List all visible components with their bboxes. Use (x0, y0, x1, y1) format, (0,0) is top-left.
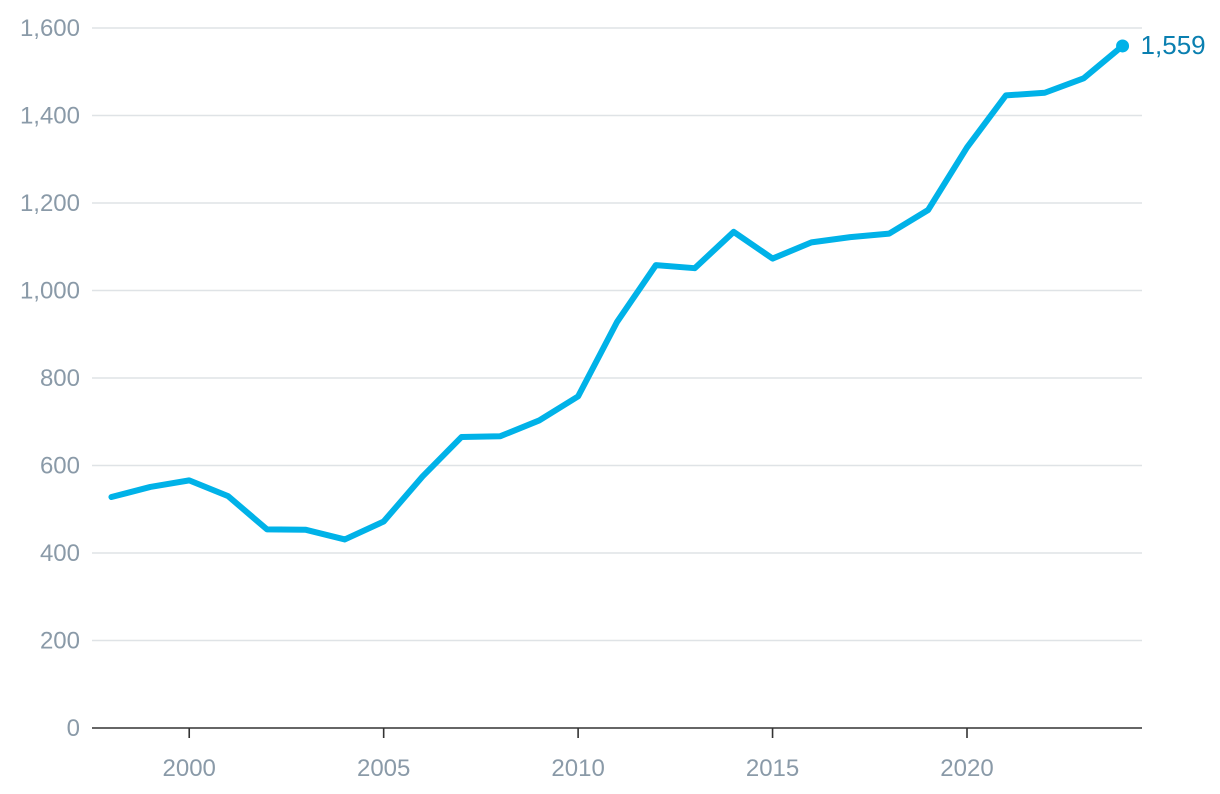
end-value-label: 1,559 (1141, 30, 1206, 60)
x-tick-label: 2005 (357, 755, 410, 782)
gridlines (92, 27, 1142, 642)
y-tick-label: 1,400 (20, 103, 80, 130)
y-tick-label: 800 (40, 365, 80, 392)
y-tick-label: 1,000 (20, 278, 80, 305)
x-tick-label: 2010 (551, 755, 604, 782)
x-tick-label: 2020 (940, 755, 993, 782)
end-point-marker (1116, 39, 1130, 53)
y-axis-ticks: 0 200 400 600 800 1,000 1,200 1,400 1,600 (20, 15, 80, 742)
y-tick-label: 1,200 (20, 190, 80, 217)
y-tick-label: 600 (40, 453, 80, 480)
series-line (108, 42, 1126, 543)
x-axis-ticks: 2000 2005 2010 2015 2020 (163, 728, 994, 782)
y-tick-label: 400 (40, 540, 80, 567)
y-tick-label: 1,600 (20, 15, 80, 42)
x-tick-label: 2000 (163, 755, 216, 782)
y-tick-label: 0 (67, 715, 80, 742)
x-tick-label: 2015 (746, 755, 799, 782)
y-tick-label: 200 (40, 628, 80, 655)
